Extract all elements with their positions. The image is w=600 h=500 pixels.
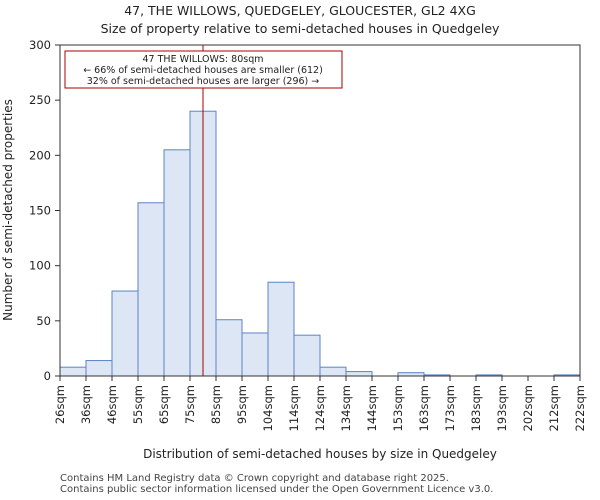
x-tick-label: 26sqm — [53, 385, 67, 424]
x-tick-label: 85sqm — [209, 385, 223, 424]
chart-subtitle: Size of property relative to semi-detach… — [101, 21, 500, 36]
x-tick-label: 114sqm — [287, 385, 301, 431]
footer-line-1: Contains HM Land Registry data © Crown c… — [60, 473, 449, 484]
histogram-bar — [215, 319, 243, 377]
x-tick-label: 193sqm — [495, 385, 509, 431]
x-tick-label: 75sqm — [183, 385, 197, 424]
annotation-box — [64, 50, 343, 89]
annotation-line: ← 66% of semi-detached houses are smalle… — [83, 65, 323, 76]
histogram-bar — [137, 202, 165, 377]
footer-line-2: Contains public sector information licen… — [60, 484, 494, 495]
histogram-bar — [319, 366, 347, 377]
x-tick-label: 65sqm — [157, 385, 171, 424]
x-tick-label: 212sqm — [547, 385, 561, 431]
histogram-bar — [345, 371, 373, 377]
x-tick-label: 95sqm — [235, 385, 249, 424]
histogram-bar — [163, 149, 191, 377]
x-tick-label: 183sqm — [469, 385, 483, 431]
annotation-line: 47 THE WILLOWS: 80sqm — [143, 54, 264, 65]
y-tick-label: 0 — [44, 369, 51, 383]
histogram-bar — [293, 334, 321, 377]
x-tick-label: 134sqm — [339, 385, 353, 431]
x-tick-label: 46sqm — [105, 385, 119, 424]
x-tick-label: 55sqm — [131, 385, 145, 424]
histogram-bar — [241, 332, 269, 377]
chart-title: 47, THE WILLOWS, QUEDGELEY, GLOUCESTER, … — [124, 3, 476, 18]
annotation-line: 32% of semi-detached houses are larger (… — [87, 76, 320, 87]
x-tick-label: 163sqm — [417, 385, 431, 431]
x-axis-label: Distribution of semi-detached houses by … — [143, 447, 497, 461]
bars-group — [59, 110, 581, 377]
x-tick-label: 173sqm — [443, 385, 457, 431]
x-tick-label: 202sqm — [521, 385, 535, 431]
y-tick-label: 200 — [29, 148, 51, 162]
y-tick-label: 100 — [29, 259, 51, 273]
x-tick-label: 36sqm — [79, 385, 93, 424]
histogram-bar — [85, 360, 113, 377]
histogram-bar — [267, 281, 295, 377]
x-tick-label: 124sqm — [313, 385, 327, 431]
y-axis-ticks: 0 50 100 150 200 250 300 — [29, 38, 60, 383]
x-tick-label: 144sqm — [365, 385, 379, 431]
x-tick-label: 104sqm — [261, 385, 275, 431]
property-annotation: 47 THE WILLOWS: 80sqm← 66% of semi-detac… — [64, 50, 343, 89]
y-tick-label: 50 — [36, 314, 51, 328]
y-tick-label: 150 — [29, 204, 51, 218]
x-tick-label: 222sqm — [573, 385, 587, 431]
histogram-bar — [111, 290, 139, 377]
x-axis-ticks: 26sqm 36sqm 46sqm 55sqm 65sqm 75sqm 85sqm 95sqm… — [53, 376, 587, 431]
histogram-bar — [59, 366, 87, 377]
y-axis-label: Number of semi-detached properties — [1, 99, 15, 321]
x-tick-label: 153sqm — [391, 385, 405, 431]
y-tick-label: 300 — [29, 38, 51, 52]
y-tick-label: 250 — [29, 93, 51, 107]
